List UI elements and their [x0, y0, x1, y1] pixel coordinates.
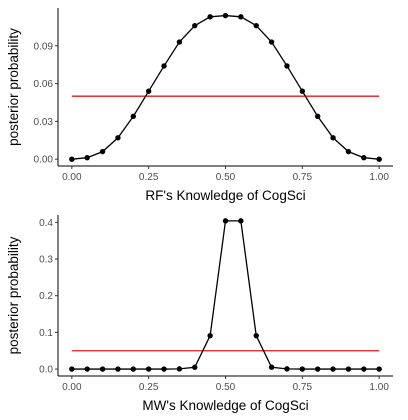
data-point	[361, 154, 367, 161]
chart-panel-rf: 0.00 0.25 0.50 0.75 1.00 0.00 0.03 0.06 0.09 RF's…	[6, 8, 393, 203]
data-point	[84, 154, 90, 161]
data-point	[361, 366, 367, 372]
data-point	[176, 366, 183, 372]
y-tick-label: 0.09	[34, 41, 54, 52]
data-point	[299, 88, 306, 94]
data-point	[192, 22, 198, 29]
y-tick-label: 0.3	[39, 255, 53, 266]
data-point	[69, 366, 75, 372]
data-point	[315, 113, 321, 120]
data-point	[222, 218, 229, 224]
data-point	[161, 366, 167, 372]
x-tick-label: 1.00	[369, 382, 389, 393]
y-tick-label: 0.06	[34, 79, 54, 90]
x-tick-label: 0.50	[216, 172, 236, 183]
y-tick-label: 0.03	[34, 117, 54, 128]
data-point	[299, 366, 306, 372]
data-point	[253, 22, 259, 29]
data-point	[176, 39, 183, 45]
y-tick-label: 0.00	[34, 155, 54, 166]
data-point	[192, 364, 198, 370]
y-tick-label: 0.4	[39, 218, 53, 229]
data-point	[345, 366, 352, 372]
series-line	[71, 220, 380, 370]
data-point	[238, 218, 244, 224]
data-point	[69, 156, 75, 162]
data-point	[376, 366, 382, 372]
data-point	[161, 63, 167, 69]
data-point	[315, 366, 321, 372]
data-point	[99, 366, 106, 372]
data-point	[207, 14, 213, 20]
x-tick-label: 0.25	[139, 382, 159, 393]
x-axis-title: RF's Knowledge of CogSci	[145, 188, 305, 203]
x-tick-label: 0.75	[293, 382, 313, 393]
data-point	[268, 39, 275, 45]
data-point	[99, 148, 106, 155]
data-point	[284, 63, 290, 69]
data-point	[115, 366, 121, 372]
data-point	[284, 366, 290, 372]
y-tick-label: 0.0	[39, 365, 53, 376]
data-point	[115, 135, 121, 141]
chart-panel-mw: 0.00 0.25 0.50 0.75 1.00 0.0 0.1 0.2 0.3 0.4 MW's …	[6, 215, 393, 413]
data-point	[222, 12, 229, 19]
x-tick-label: 0.00	[62, 382, 82, 393]
data-point	[145, 366, 152, 372]
y-axis-title: posterior probability	[6, 236, 21, 354]
data-point	[330, 135, 336, 141]
x-axis-title: MW's Knowledge of CogSci	[142, 398, 308, 413]
data-point	[268, 364, 275, 370]
data-point	[130, 366, 136, 372]
x-tick-label: 0.50	[216, 382, 236, 393]
y-tick-label: 0.1	[39, 328, 53, 339]
x-tick-label: 1.00	[369, 172, 389, 183]
y-tick-label: 0.2	[39, 291, 53, 302]
data-point	[253, 332, 259, 339]
data-point	[145, 88, 152, 94]
x-tick-label: 0.75	[293, 172, 313, 183]
data-point	[330, 366, 336, 372]
data-point	[207, 332, 213, 339]
x-tick-label: 0.25	[139, 172, 159, 183]
data-point	[84, 366, 90, 372]
data-point	[376, 156, 382, 162]
y-axis-title: posterior probability	[6, 28, 21, 146]
data-point	[238, 14, 244, 20]
data-point	[130, 113, 136, 120]
x-tick-label: 0.00	[62, 172, 82, 183]
data-point	[345, 148, 352, 155]
